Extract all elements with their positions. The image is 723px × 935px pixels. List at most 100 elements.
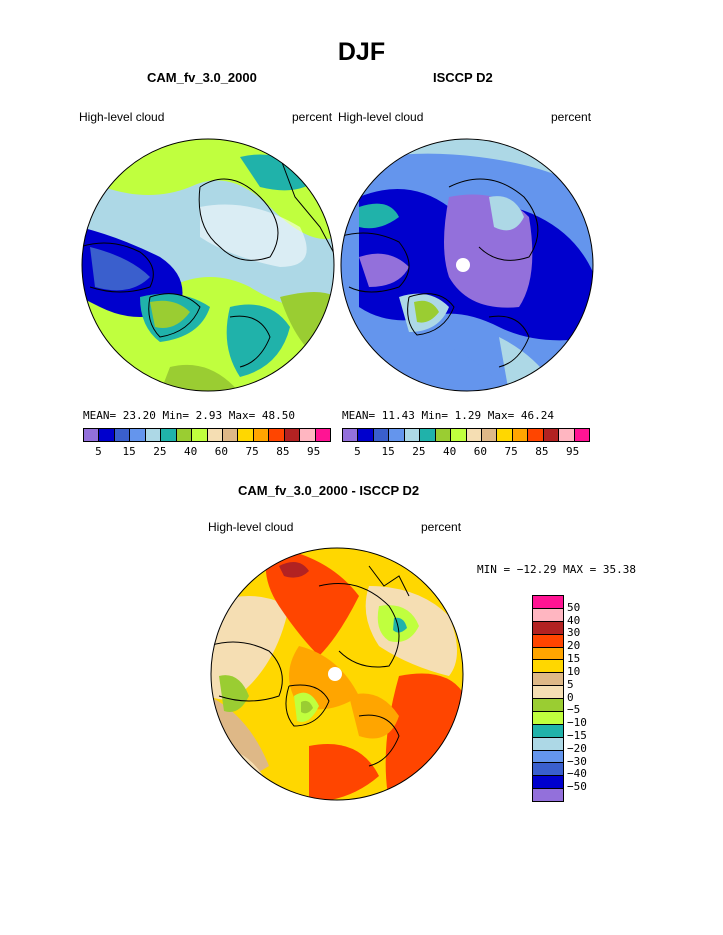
colorbar-tick-label: −40 — [567, 767, 587, 781]
colorbar-swatch — [300, 429, 316, 441]
colorbar-tick-label: 85 — [276, 445, 290, 458]
panel-left-title: CAM_fv_3.0_2000 — [147, 70, 257, 85]
colorbar-swatch — [533, 596, 563, 609]
colorbar-swatch — [533, 608, 563, 622]
colorbar-left — [83, 428, 331, 442]
colorbar-tick-label: −10 — [567, 716, 587, 730]
colorbar-swatch — [389, 429, 405, 441]
colorbar-swatch — [176, 429, 193, 441]
colorbar-tick-label: 5 — [354, 445, 361, 458]
colorbar-swatch — [574, 429, 589, 441]
colorbar-swatch — [373, 429, 390, 441]
colorbar-swatch — [533, 776, 563, 790]
colorbar-swatch — [192, 429, 208, 441]
colorbar-swatch — [315, 429, 330, 441]
map-difference — [210, 547, 464, 801]
colorbar-swatch — [207, 429, 223, 441]
colorbar-swatch — [358, 429, 374, 441]
colorbar-swatch — [343, 429, 359, 441]
colorbar-tick-label: 25 — [153, 445, 167, 458]
colorbar-swatch — [533, 789, 563, 801]
mean-label: MEAN= — [83, 409, 117, 422]
colorbar-tick-label: 30 — [567, 626, 581, 640]
diff-minmax: MIN = −12.29 MAX = 35.38 — [477, 563, 636, 576]
colorbar-tick-label: 75 — [245, 445, 259, 458]
colorbar-swatch — [533, 647, 563, 661]
colorbar-swatch — [559, 429, 575, 441]
colorbar-swatch — [533, 699, 563, 712]
panel-left-units-label: percent — [292, 110, 333, 124]
colorbar-tick-label: 95 — [307, 445, 321, 458]
colorbar-tick-label: −20 — [567, 741, 587, 755]
colorbar-tick-label: 10 — [567, 664, 581, 678]
colorbar-swatch — [512, 429, 529, 441]
min-label: Min= — [162, 409, 190, 422]
colorbar-swatch — [435, 429, 452, 441]
colorbar-swatch — [533, 763, 563, 777]
diff-units-label: percent — [421, 520, 462, 534]
colorbar-swatch — [269, 429, 285, 441]
panel-right-variable-label: High-level cloud — [338, 110, 424, 124]
colorbar-swatch — [533, 711, 563, 725]
colorbar-tick-label: 5 — [95, 445, 102, 458]
min-value: 1.29 — [454, 409, 482, 422]
colorbar-swatch — [130, 429, 146, 441]
colorbar-tick-label: −5 — [567, 703, 581, 717]
colorbar-swatch — [145, 429, 162, 441]
colorbar-tick-label: 40 — [184, 445, 198, 458]
max-label: Max= — [228, 409, 256, 422]
colorbar-swatch — [533, 673, 563, 687]
colorbar-swatch — [533, 724, 563, 738]
colorbar-swatch — [420, 429, 436, 441]
page-title: DJF — [337, 38, 386, 66]
colorbar-swatch — [543, 429, 560, 441]
mean-label: MEAN= — [342, 409, 376, 422]
colorbar-swatch — [497, 429, 513, 441]
colorbar-swatch — [238, 429, 254, 441]
colorbar-tick-label: 40 — [567, 613, 581, 627]
map-left — [81, 138, 335, 392]
colorbar-difference — [532, 595, 564, 802]
colorbar-swatch — [114, 429, 131, 441]
colorbar-tick-label: 50 — [567, 600, 581, 614]
colorbar-swatch — [528, 429, 544, 441]
colorbar-swatch — [533, 686, 563, 699]
colorbar-tick-label: 40 — [443, 445, 457, 458]
colorbar-swatch — [533, 737, 563, 751]
colorbar-swatch — [481, 429, 498, 441]
min-value: 2.93 — [195, 409, 223, 422]
colorbar-tick-label: 15 — [567, 652, 581, 666]
colorbar-tick-label: 20 — [567, 639, 581, 653]
colorbar-swatch — [161, 429, 177, 441]
diff-variable-label: High-level cloud — [208, 520, 294, 534]
colorbar-tick-label: −50 — [567, 780, 587, 794]
colorbar-tick-label: 60 — [473, 445, 487, 458]
max-value: 46.24 — [520, 409, 554, 422]
colorbar-swatch — [284, 429, 301, 441]
colorbar-swatch — [533, 621, 563, 635]
colorbar-tick-label: 15 — [381, 445, 395, 458]
mean-value: 11.43 — [381, 409, 415, 422]
colorbar-tick-label: 75 — [504, 445, 518, 458]
colorbar-tick-label: 15 — [122, 445, 136, 458]
colorbar-tick-label: 5 — [567, 677, 574, 691]
diff-title: CAM_fv_3.0_2000 - ISCCP D2 — [238, 483, 420, 498]
colorbar-tick-label: −30 — [567, 754, 587, 768]
colorbar-swatch — [466, 429, 482, 441]
colorbar-swatch — [404, 429, 421, 441]
panel-right-title: ISCCP D2 — [433, 70, 493, 85]
colorbar-right — [342, 428, 590, 442]
colorbar-swatch — [99, 429, 115, 441]
map-right — [340, 138, 594, 392]
colorbar-tick-label: 60 — [214, 445, 228, 458]
colorbar-tick-label: −15 — [567, 728, 587, 742]
panel-right-stats: MEAN= 11.43 Min= 1.29 Max= 46.24 — [342, 409, 554, 422]
colorbar-tick-label: 0 — [567, 690, 574, 704]
panel-left-variable-label: High-level cloud — [79, 110, 165, 124]
max-label: Max= — [487, 409, 515, 422]
min-label: Min= — [421, 409, 449, 422]
colorbar-swatch — [253, 429, 270, 441]
colorbar-swatch — [222, 429, 239, 441]
max-value: 48.50 — [261, 409, 295, 422]
colorbar-tick-label: 25 — [412, 445, 426, 458]
